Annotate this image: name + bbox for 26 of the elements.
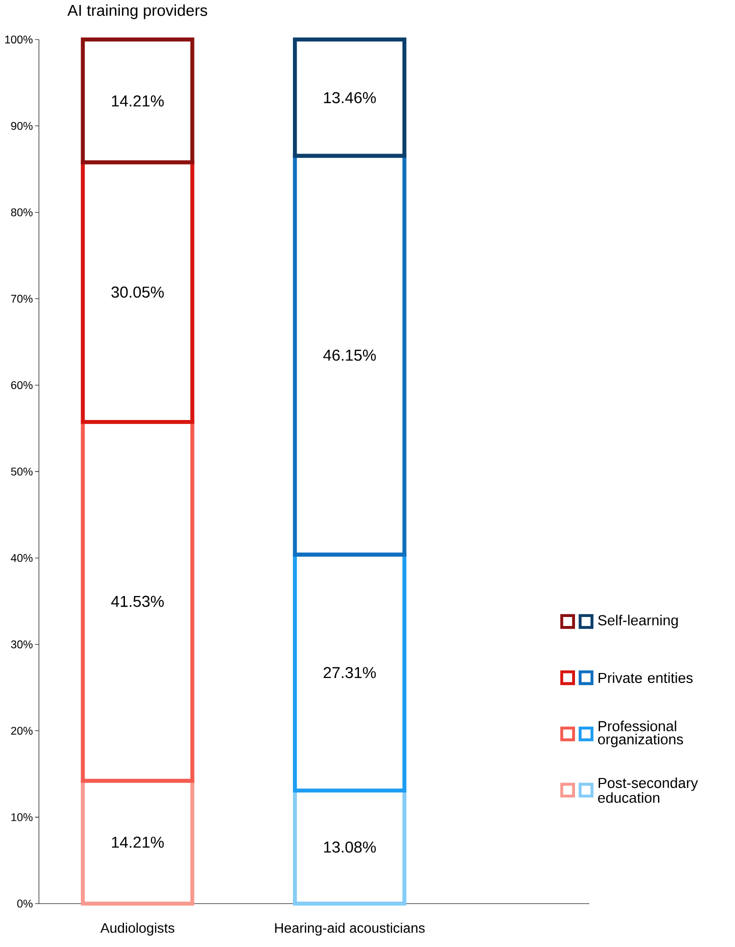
x-tick-label: Audiologists <box>100 922 174 936</box>
y-tick-label: 30% <box>10 640 32 648</box>
y-tick-label: 90% <box>10 122 32 130</box>
y-tick-label: 20% <box>11 726 32 735</box>
y-tick-label: 60% <box>11 381 32 390</box>
y-tick-label: 70% <box>11 294 32 303</box>
data-label: 41.53% <box>111 596 164 607</box>
legend-label: Professional organizations <box>598 720 683 748</box>
y-tick-label: 10% <box>11 813 32 822</box>
chart-title: AI training providers <box>67 4 207 20</box>
y-tick-label: 40% <box>10 554 32 562</box>
data-label: 27.31% <box>324 667 376 678</box>
data-label: 13.46% <box>324 92 376 104</box>
data-label: 46.15% <box>323 350 376 361</box>
legend-label: Private entities <box>598 672 692 684</box>
legend-label: Post-secondary education <box>598 777 698 803</box>
data-label: 30.05% <box>111 286 164 298</box>
data-label: 13.08% <box>324 842 376 853</box>
y-tick-label: 80% <box>10 208 32 216</box>
data-label: 14.21% <box>112 836 164 848</box>
y-tick-label: 50% <box>10 468 32 476</box>
x-tick-label: Hearing-aid acousticians <box>275 922 425 936</box>
legend-label: Self-learning <box>598 614 678 628</box>
y-tick-label: 0% <box>17 900 32 908</box>
data-label: 14.21% <box>112 95 164 106</box>
y-tick-label: 100% <box>5 36 32 44</box>
